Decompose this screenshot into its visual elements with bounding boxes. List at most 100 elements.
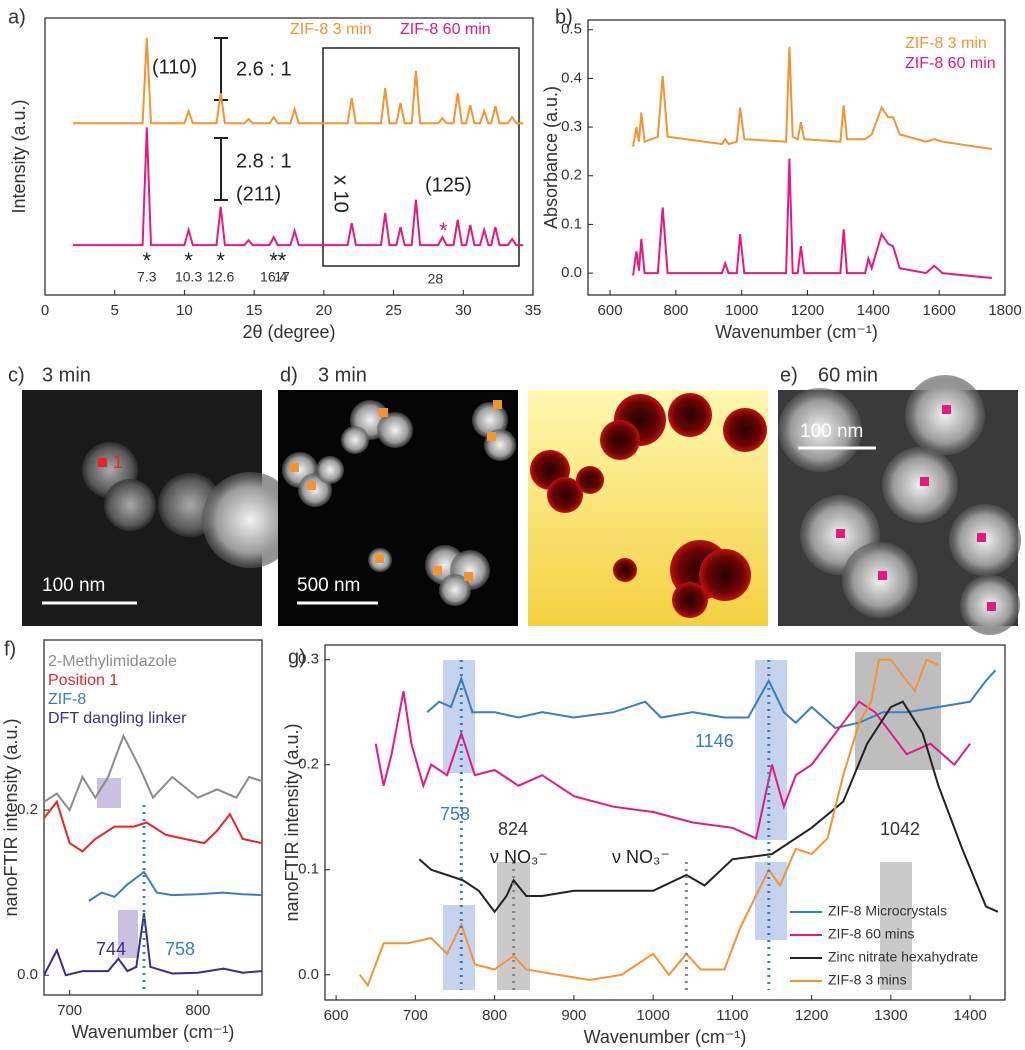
series-line (418, 700, 999, 914)
y-tick-label: 0.2 (17, 801, 38, 818)
scale-text: 500 nm (297, 575, 360, 596)
panel-label: e) (780, 364, 798, 386)
series-line (43, 733, 263, 813)
legend-entry: Position 1 (48, 672, 118, 689)
panel-d: d) 3 min 500 nm (278, 364, 768, 626)
particle (613, 558, 637, 582)
y-tick-label: 0.4 (561, 69, 582, 86)
band (755, 862, 787, 940)
peak-marker: * (143, 248, 152, 273)
particle (472, 402, 508, 438)
particle (778, 388, 862, 472)
particle (600, 420, 640, 460)
x-tick-label: 700 (403, 1007, 428, 1024)
series-line (72, 127, 524, 247)
series-line (426, 669, 997, 730)
panel-label: g) (288, 646, 306, 668)
legend-entry: ZIF-8 60 min (905, 55, 996, 72)
panel-label: f) (4, 638, 16, 660)
legend-entry: ZIF-8 3 mins (828, 972, 907, 988)
panel-c: c) 3 min 1 100 nm (8, 364, 298, 626)
particle (439, 574, 471, 606)
panel-time: 3 min (42, 364, 91, 386)
plot-frame (587, 19, 1006, 296)
y-axis-label: Intensity (a.u.) (9, 99, 29, 213)
annotation: (110) (152, 56, 197, 78)
y-axis-label: nanoFTIR intensity (a.u.) (1, 718, 21, 916)
plot-frame (44, 17, 534, 296)
particle (723, 408, 767, 452)
legend-entry: ZIF-8 (48, 691, 86, 708)
panel-label: c) (8, 364, 25, 386)
peak-label: 12.6 (207, 269, 234, 285)
x-tick-label: 20 (316, 302, 333, 319)
band (855, 652, 941, 770)
x-tick-label: 5 (111, 302, 119, 319)
x-tick-label: 800 (185, 1002, 210, 1019)
x-tick-label: 900 (561, 1007, 586, 1024)
annotation: (125) (425, 174, 472, 196)
series-line (88, 870, 263, 902)
band (443, 905, 475, 990)
peak-label: 744 (96, 939, 126, 959)
x-tick-label: 0 (41, 302, 49, 319)
peak-label: 28 (428, 271, 444, 287)
peak-marker: * (278, 248, 287, 273)
particle (377, 412, 413, 448)
legend-entry: ZIF-8 3 min (905, 35, 987, 52)
particle (547, 477, 583, 513)
legend-entry: ZIF-8 60 mins (828, 926, 914, 942)
series-line (374, 691, 971, 840)
x-tick-label: 15 (246, 302, 263, 319)
y-tick-label: 0.1 (298, 861, 319, 878)
band (118, 910, 138, 958)
band (97, 778, 121, 808)
annotation: (211) (236, 183, 281, 205)
peak-marker: * (269, 248, 278, 273)
x-tick-label: 1200 (791, 302, 824, 319)
peak-label: 758 (440, 804, 470, 824)
position-marker (98, 458, 107, 467)
particle (316, 456, 344, 484)
band (755, 660, 787, 840)
y-tick-label: 0.3 (561, 118, 582, 135)
x-tick-label: 1300 (874, 1007, 907, 1024)
x-tick-label: 1400 (857, 302, 890, 319)
x-axis-label: Wavenumber (cm⁻¹) (72, 1022, 235, 1042)
x-tick-label: 1400 (953, 1007, 986, 1024)
peak-marker: * (184, 248, 193, 273)
x-tick-label: 25 (385, 302, 402, 319)
decorations (97, 37, 941, 990)
y-tick-label: 0.0 (298, 966, 319, 983)
scale-text: 100 nm (800, 421, 863, 442)
zoom-box (322, 47, 520, 267)
peak-label: 824 (498, 819, 528, 839)
x-axis-label: 2θ (degree) (242, 322, 335, 342)
peak-label: 7.3 (137, 269, 157, 285)
annotation: 2.6 : 1 (236, 58, 292, 80)
y-tick-label: 0.2 (561, 167, 582, 184)
peak-label: 16.4 (260, 269, 287, 285)
band (443, 660, 475, 773)
peak-marker: * (439, 218, 448, 243)
y-axis-label: Absorbance (a.u.) (541, 86, 561, 229)
particle (202, 472, 298, 568)
legend-entry: Zinc nitrate hexahydrate (828, 949, 978, 965)
panel-e: e) 60 min 100 nm (778, 364, 1021, 635)
peak-label: 17 (274, 269, 290, 285)
peak-marker: * (216, 248, 225, 273)
particle (341, 426, 369, 454)
plot-frame (324, 644, 1006, 1001)
panel-label: a) (8, 6, 26, 28)
markers (290, 400, 502, 581)
scale-text: 100 nm (42, 575, 105, 596)
x-tick-label: 800 (482, 1007, 507, 1024)
particle (905, 375, 985, 455)
markers (836, 405, 996, 611)
series-line (632, 158, 992, 279)
x-tick-label: 10 (176, 302, 193, 319)
panel-time: 3 min (318, 364, 367, 386)
x-tick-label: 600 (324, 1007, 349, 1024)
y-tick-label: 0.3 (298, 651, 319, 668)
